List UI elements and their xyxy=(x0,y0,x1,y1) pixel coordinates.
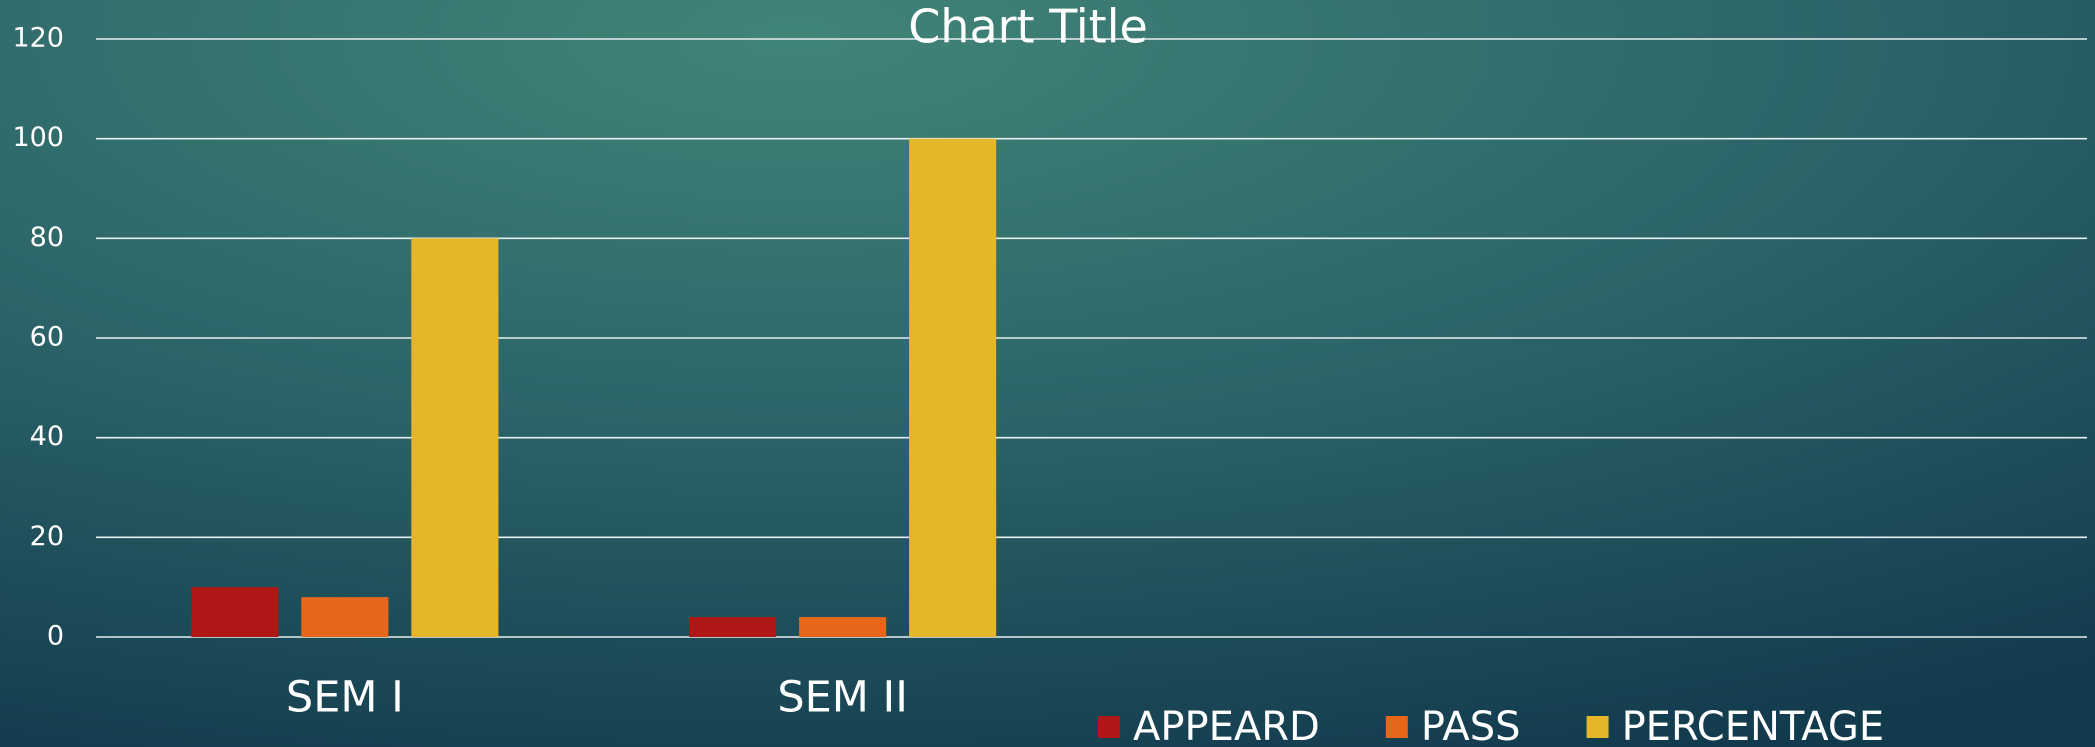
y-tick-label: 120 xyxy=(12,23,64,54)
plot: SEM I SEM II xyxy=(191,138,997,723)
y-tick-label: 0 xyxy=(47,621,64,652)
bar xyxy=(411,238,499,638)
y-tick-label: 80 xyxy=(30,222,64,253)
bar xyxy=(909,138,997,637)
y-tick-label: 40 xyxy=(30,421,64,452)
y-tick-label: 100 xyxy=(12,122,64,153)
legend-swatch xyxy=(1098,716,1120,738)
legend-swatch xyxy=(1385,716,1408,738)
bar xyxy=(799,617,887,637)
y-tick-label: 60 xyxy=(30,322,64,353)
x-tick-label: SEM II xyxy=(777,673,908,723)
chart-title: Chart Title xyxy=(908,0,1148,54)
legend-swatch xyxy=(1586,716,1609,738)
y-tick-label: 20 xyxy=(30,521,64,552)
bar xyxy=(689,617,777,637)
legend-label: PERCENTAGE xyxy=(1622,704,1885,747)
legend-label: PASS xyxy=(1421,704,1521,747)
bar xyxy=(191,587,279,637)
x-tick-label: SEM I xyxy=(286,673,404,723)
bar xyxy=(301,597,389,637)
legend: APPEARD PASS PERCENTAGE xyxy=(1098,704,1884,747)
legend-label: APPEARD xyxy=(1133,704,1320,747)
